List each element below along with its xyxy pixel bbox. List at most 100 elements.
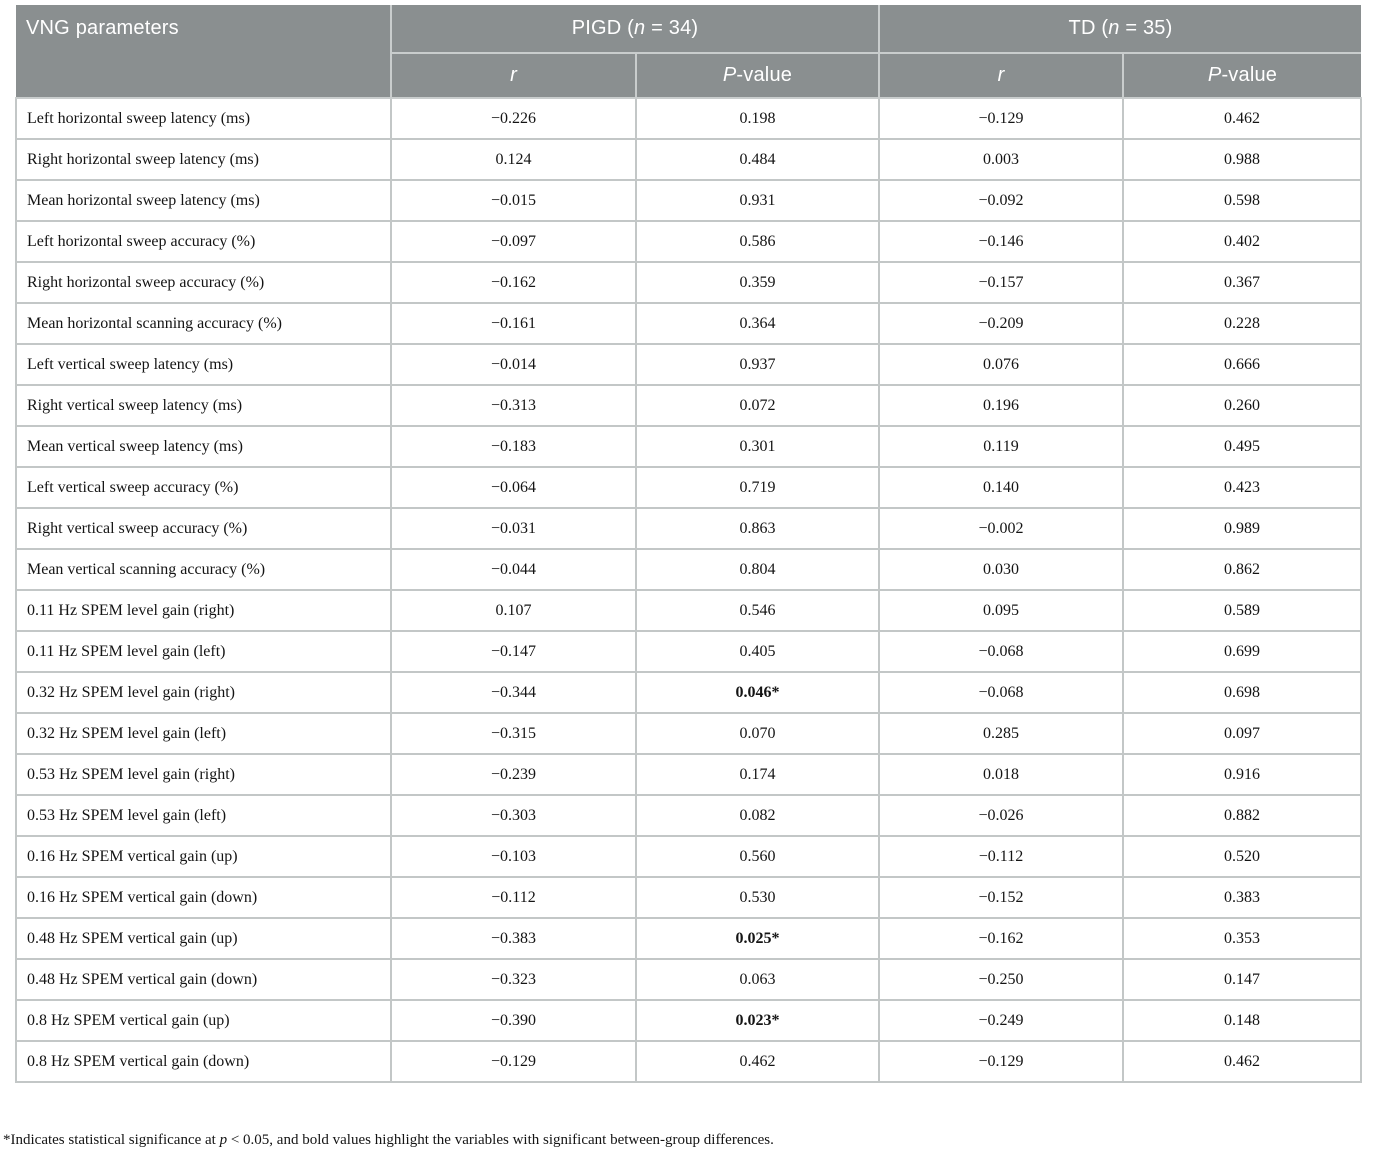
- td-r-cell: −0.129: [878, 97, 1124, 140]
- footnote-prefix: *Indicates statistical significance at: [3, 1132, 220, 1148]
- td-r-cell: −0.162: [878, 917, 1124, 960]
- table-row: 0.48 Hz SPEM vertical gain (up) −0.383 0…: [15, 917, 1363, 960]
- r-label: r: [997, 64, 1005, 86]
- param-cell: Right vertical sweep accuracy (%): [15, 507, 392, 550]
- group-td-prefix: TD (: [1068, 17, 1109, 39]
- param-cell: 0.8 Hz SPEM vertical gain (down): [15, 1040, 392, 1083]
- param-cell: 0.48 Hz SPEM vertical gain (up): [15, 917, 392, 960]
- param-cell: Left vertical sweep latency (ms): [15, 343, 392, 386]
- td-r-cell: 0.076: [878, 343, 1124, 386]
- pigd-pvalue-cell: 0.301: [635, 425, 880, 468]
- group-header-td: TD (n = 35): [877, 5, 1362, 54]
- table-row: Right horizontal sweep accuracy (%) −0.1…: [15, 261, 1363, 304]
- pigd-r-cell: −0.147: [390, 630, 637, 673]
- pigd-r-cell: −0.239: [390, 753, 637, 796]
- td-r-cell: 0.119: [878, 425, 1124, 468]
- r-label: r: [510, 64, 517, 86]
- td-pvalue-cell: 0.147: [1121, 958, 1363, 1001]
- value-label: -value: [736, 64, 793, 86]
- p-label: P: [722, 64, 737, 86]
- pigd-r-cell: −0.064: [390, 466, 637, 509]
- table-row: Mean horizontal sweep latency (ms) −0.01…: [15, 179, 1363, 222]
- td-r-cell: 0.030: [878, 548, 1124, 591]
- td-r-cell: 0.095: [878, 589, 1124, 632]
- td-pvalue-cell: 0.699: [1121, 630, 1363, 673]
- table-footnote: *Indicates statistical significance at p…: [3, 1132, 774, 1149]
- pigd-r-cell: −0.303: [390, 794, 637, 837]
- td-r-cell: −0.129: [878, 1040, 1124, 1083]
- pigd-r-cell: −0.315: [390, 712, 637, 755]
- group-td-n: n: [1108, 17, 1120, 39]
- td-pvalue-cell: 0.598: [1121, 179, 1363, 222]
- td-pvalue-cell: 0.423: [1121, 466, 1363, 509]
- table-row: 0.53 Hz SPEM level gain (right) −0.239 0…: [15, 753, 1363, 796]
- td-pvalue-cell: 0.097: [1121, 712, 1363, 755]
- pigd-r-cell: −0.344: [390, 671, 637, 714]
- param-cell: Mean vertical sweep latency (ms): [15, 425, 392, 468]
- pigd-pvalue-cell: 0.198: [635, 97, 880, 140]
- param-cell: 0.16 Hz SPEM vertical gain (up): [15, 835, 392, 878]
- pigd-pvalue-cell: 0.804: [635, 548, 880, 591]
- td-r-cell: −0.092: [878, 179, 1124, 222]
- param-cell: 0.53 Hz SPEM level gain (left): [15, 794, 392, 837]
- table-row: Right vertical sweep accuracy (%) −0.031…: [15, 507, 1363, 550]
- table-row: Right vertical sweep latency (ms) −0.313…: [15, 384, 1363, 427]
- td-pvalue-cell: 0.520: [1121, 835, 1363, 878]
- td-r-cell: −0.002: [878, 507, 1124, 550]
- pigd-r-cell: −0.162: [390, 261, 637, 304]
- pigd-pvalue-cell: 0.046*: [635, 671, 880, 714]
- pigd-r-cell: −0.383: [390, 917, 637, 960]
- pigd-pvalue-cell: 0.174: [635, 753, 880, 796]
- td-pvalue-cell: 0.383: [1121, 876, 1363, 919]
- td-r-cell: −0.249: [878, 999, 1124, 1042]
- pigd-r-cell: −0.103: [390, 835, 637, 878]
- pigd-pvalue-cell: 0.937: [635, 343, 880, 386]
- td-pvalue-cell: 0.862: [1121, 548, 1363, 591]
- pigd-r-cell: −0.097: [390, 220, 637, 263]
- param-cell: Right vertical sweep latency (ms): [15, 384, 392, 427]
- table-row: 0.32 Hz SPEM level gain (left) −0.315 0.…: [15, 712, 1363, 755]
- pigd-r-cell: −0.226: [390, 97, 637, 140]
- td-pvalue-header: P-value: [1121, 52, 1362, 99]
- param-cell: Mean vertical scanning accuracy (%): [15, 548, 392, 591]
- td-r-cell: 0.003: [878, 138, 1124, 181]
- td-r-cell: −0.152: [878, 876, 1124, 919]
- td-pvalue-cell: 0.462: [1121, 97, 1363, 140]
- param-cell: 0.11 Hz SPEM level gain (left): [15, 630, 392, 673]
- footnote-suffix: < 0.05, and bold values highlight the va…: [227, 1132, 774, 1148]
- td-r-header: r: [878, 52, 1124, 99]
- pigd-pvalue-cell: 0.405: [635, 630, 880, 673]
- table-row: Mean horizontal scanning accuracy (%) −0…: [15, 302, 1363, 345]
- td-pvalue-cell: 0.589: [1121, 589, 1363, 632]
- group-pigd-suffix: = 34): [645, 17, 699, 39]
- td-pvalue-cell: 0.402: [1121, 220, 1363, 263]
- table-row: 0.48 Hz SPEM vertical gain (down) −0.323…: [15, 958, 1363, 1001]
- p-label: P: [1207, 64, 1222, 86]
- td-r-cell: −0.068: [878, 630, 1124, 673]
- pigd-r-cell: −0.323: [390, 958, 637, 1001]
- param-cell: 0.48 Hz SPEM vertical gain (down): [15, 958, 392, 1001]
- param-cell: 0.16 Hz SPEM vertical gain (down): [15, 876, 392, 919]
- table-row: Right horizontal sweep latency (ms) 0.12…: [15, 138, 1363, 181]
- table-header: VNG parameters PIGD (n = 34) TD (n = 35)…: [16, 5, 1362, 99]
- pigd-r-cell: −0.044: [390, 548, 637, 591]
- td-pvalue-cell: 0.989: [1121, 507, 1363, 550]
- param-cell: Left horizontal sweep latency (ms): [15, 97, 392, 140]
- pigd-pvalue-cell: 0.063: [635, 958, 880, 1001]
- value-label: -value: [1221, 64, 1278, 86]
- pigd-pvalue-cell: 0.546: [635, 589, 880, 632]
- table-row: 0.16 Hz SPEM vertical gain (up) −0.103 0…: [15, 835, 1363, 878]
- pigd-pvalue-cell: 0.025*: [635, 917, 880, 960]
- table-row: 0.53 Hz SPEM level gain (left) −0.303 0.…: [15, 794, 1363, 837]
- param-cell: Mean horizontal sweep latency (ms): [15, 179, 392, 222]
- table-row: 0.8 Hz SPEM vertical gain (up) −0.390 0.…: [15, 999, 1363, 1042]
- pigd-pvalue-cell: 0.484: [635, 138, 880, 181]
- td-pvalue-cell: 0.698: [1121, 671, 1363, 714]
- pigd-pvalue-cell: 0.359: [635, 261, 880, 304]
- pigd-r-cell: −0.129: [390, 1040, 637, 1083]
- table-row: Left vertical sweep accuracy (%) −0.064 …: [15, 466, 1363, 509]
- param-column-header: VNG parameters: [16, 5, 392, 99]
- param-cell: Left horizontal sweep accuracy (%): [15, 220, 392, 263]
- param-cell: 0.53 Hz SPEM level gain (right): [15, 753, 392, 796]
- pigd-r-cell: 0.107: [390, 589, 637, 632]
